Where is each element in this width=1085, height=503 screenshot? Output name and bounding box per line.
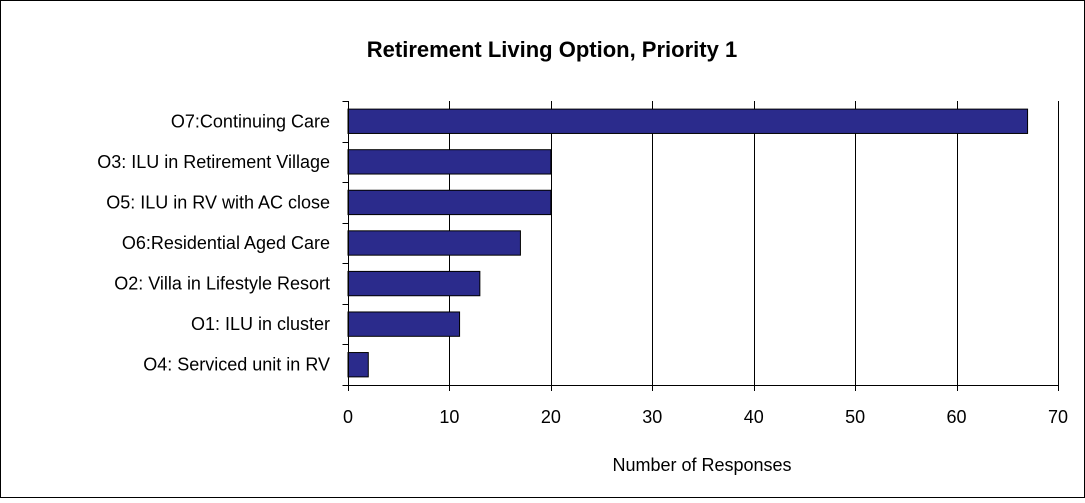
category-label: O5: ILU in RV with AC close (106, 192, 330, 212)
axes (342, 101, 1059, 391)
bars (347, 108, 1029, 378)
bar (347, 352, 369, 378)
bar (347, 270, 481, 297)
x-tick-label: 40 (744, 407, 764, 427)
x-tick-label: 50 (845, 407, 865, 427)
bar (347, 108, 1029, 134)
bar (347, 149, 552, 175)
x-tick-label: 70 (1048, 407, 1068, 427)
x-tick-label: 10 (439, 407, 459, 427)
x-tick-label: 30 (642, 407, 662, 427)
x-tick-label: 60 (947, 407, 967, 427)
chart-title: Retirement Living Option, Priority 1 (367, 37, 737, 62)
category-label: O2: Villa in Lifestyle Resort (114, 274, 330, 294)
bar (347, 311, 461, 337)
category-label: O1: ILU in cluster (191, 314, 330, 334)
tick-labels: 0 10 20 30 40 50 60 70 (343, 407, 1068, 427)
category-label: O6:Residential Aged Care (122, 233, 330, 253)
category-label: O4: Serviced unit in RV (143, 355, 330, 375)
bar (347, 230, 521, 256)
x-axis-title: Number of Responses (612, 455, 791, 475)
x-tick-label: 20 (541, 407, 561, 427)
grid-lines (449, 101, 1059, 385)
category-label: O3: ILU in Retirement Village (97, 152, 330, 172)
x-tick-label: 0 (343, 407, 353, 427)
category-label: O7:Continuing Care (171, 111, 330, 131)
category-labels: O7:Continuing Care O3: ILU in Retirement … (97, 111, 330, 374)
bar (347, 189, 552, 216)
